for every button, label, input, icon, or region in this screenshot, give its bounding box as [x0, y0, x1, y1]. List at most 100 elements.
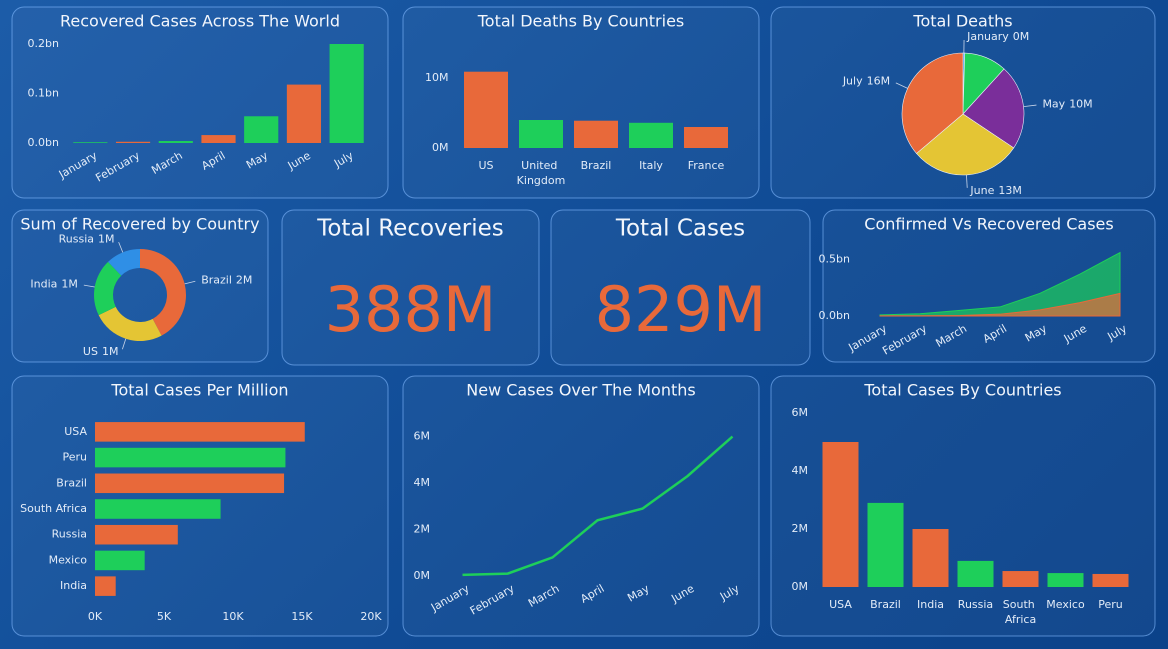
card — [402, 375, 760, 637]
y-tick-label: South Africa — [20, 502, 87, 515]
slice-value: 10M — [1069, 98, 1093, 111]
kpi-value: 388M — [325, 273, 497, 346]
x-tick-label: 5K — [157, 610, 172, 623]
card-title: Total Recoveries — [316, 216, 504, 242]
card-title: New Cases Over The Months — [466, 381, 695, 400]
bar — [244, 116, 279, 143]
x-tick-label: Mexico — [1046, 598, 1085, 611]
slice-label: May 10M — [1042, 98, 1092, 111]
slice-label: January 0M — [966, 30, 1029, 43]
bar — [73, 142, 108, 143]
bar — [464, 71, 508, 148]
y-tick-label: Russia — [52, 528, 87, 541]
card — [402, 6, 760, 199]
card-title: Total Cases By Countries — [863, 381, 1061, 400]
x-tick-label: India — [917, 598, 944, 611]
leader-line — [184, 280, 196, 285]
card — [770, 375, 1156, 637]
slice-category: May — [1042, 98, 1065, 111]
y-tick-label: 4M — [792, 464, 809, 477]
card-title: Total Deaths — [912, 12, 1012, 31]
bar — [1047, 573, 1084, 587]
slice-category: Russia — [59, 232, 94, 245]
y-tick-label: 0.1bn — [28, 87, 59, 100]
y-tick-label: 6M — [792, 406, 809, 419]
leader-line — [895, 82, 908, 89]
x-tick-label: Peru — [1098, 598, 1123, 611]
slice-category: July — [842, 75, 863, 88]
x-tick-label: South Africa — [1003, 598, 1038, 626]
bar — [95, 447, 286, 468]
slice-value: 2M — [236, 273, 253, 286]
kpi-value: 829M — [595, 273, 767, 346]
bar — [822, 442, 859, 587]
x-tick-label: USA — [829, 598, 852, 611]
card-title: Total Cases — [615, 216, 745, 242]
bar — [629, 122, 673, 148]
x-tick-label: Italy — [639, 159, 663, 172]
y-tick-label: 0.0bn — [819, 309, 850, 322]
card-title: Total Cases Per Million — [110, 381, 288, 400]
bar — [286, 84, 322, 143]
slice-label: July 16M — [842, 75, 890, 88]
bar — [201, 135, 236, 143]
bar — [115, 141, 151, 143]
bar — [158, 141, 193, 143]
bar — [329, 44, 364, 143]
y-tick-label: 2M — [792, 522, 809, 535]
bar — [867, 502, 904, 587]
y-tick-label: Brazil — [56, 476, 87, 489]
slice-category: January — [966, 30, 1009, 43]
leader-line — [118, 242, 124, 253]
x-tick-label: Russia — [958, 598, 993, 611]
slice — [108, 249, 140, 276]
slice-value: 1M — [61, 278, 78, 291]
y-tick-label: 0M — [792, 580, 809, 593]
card — [281, 209, 540, 366]
slice-value: 1M — [102, 345, 119, 358]
line — [462, 435, 734, 577]
card-title: Sum of Recovered by Country — [20, 215, 259, 234]
slice-category: India — [30, 278, 57, 291]
leader-line — [122, 338, 127, 350]
y-tick-label: 0M — [432, 141, 449, 154]
card-title: Total Deaths By Countries — [477, 12, 685, 31]
bar — [95, 499, 221, 519]
bar — [95, 524, 178, 545]
card — [770, 6, 1156, 199]
leader-line — [83, 284, 95, 288]
card — [822, 209, 1156, 363]
slice-value: 1M — [98, 232, 115, 245]
card — [550, 209, 811, 366]
x-tick-label: Brazil — [581, 159, 612, 172]
bar — [574, 120, 618, 148]
y-tick-label: 6M — [414, 430, 431, 443]
bar — [95, 550, 145, 571]
slice-category: US — [83, 345, 98, 358]
y-tick-label: Peru — [62, 451, 87, 464]
x-tick-label: Brazil — [870, 598, 901, 611]
y-tick-label: 0M — [414, 569, 431, 582]
slice-value: 13M — [998, 184, 1022, 197]
x-tick-label: 15K — [291, 610, 313, 623]
x-tick-label: United Kingdom — [517, 159, 566, 187]
y-tick-label: Mexico — [49, 553, 88, 566]
y-tick-label: USA — [64, 425, 87, 438]
slice — [901, 52, 964, 154]
slice-category: June — [969, 184, 994, 197]
y-tick-label: 0.0bn — [28, 136, 59, 149]
card — [11, 209, 269, 363]
card — [11, 375, 389, 637]
y-tick-label: India — [60, 579, 87, 592]
x-tick-label: France — [688, 159, 725, 172]
card-title: Confirmed Vs Recovered Cases — [864, 215, 1113, 234]
y-tick-label: 10M — [425, 71, 449, 84]
bar — [1092, 573, 1129, 587]
bar — [957, 560, 994, 587]
bar — [95, 473, 285, 494]
slice-value: 16M — [867, 75, 891, 88]
bar — [95, 422, 305, 442]
bar — [912, 529, 949, 587]
leader-line — [1023, 104, 1037, 108]
y-tick-label: 2M — [414, 523, 431, 536]
